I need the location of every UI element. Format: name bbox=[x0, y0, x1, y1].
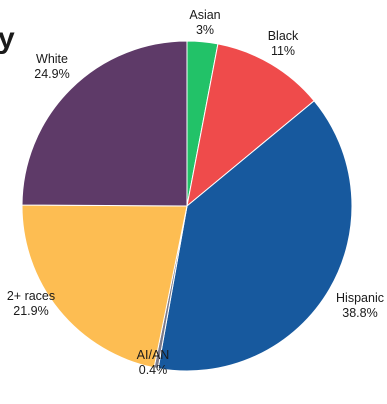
slice-value-white: 24.9% bbox=[34, 67, 69, 81]
pie-slice-white bbox=[21, 40, 188, 207]
slice-label-asian: Asian bbox=[189, 8, 220, 22]
slice-value-ai-an: 0.4% bbox=[139, 363, 168, 377]
slice-value-2-races: 21.9% bbox=[13, 304, 48, 318]
pie-slice-2-races bbox=[21, 204, 188, 369]
slice-value-black: 11% bbox=[271, 44, 295, 58]
slice-label-black: Black bbox=[268, 29, 299, 43]
pie-slice-black bbox=[186, 43, 315, 208]
chart-title-fragment: y bbox=[0, 22, 15, 55]
slice-label-2-races: 2+ races bbox=[7, 289, 55, 303]
slice-label-hispanic: Hispanic bbox=[336, 291, 384, 305]
slice-label-ai-an: AI/AN bbox=[137, 348, 170, 362]
pie-slices bbox=[21, 40, 353, 372]
slice-label-white: White bbox=[36, 52, 68, 66]
slice-value-hispanic: 38.8% bbox=[342, 306, 377, 320]
slice-value-asian: 3% bbox=[196, 23, 214, 37]
pie-slice-hispanic bbox=[157, 100, 353, 372]
